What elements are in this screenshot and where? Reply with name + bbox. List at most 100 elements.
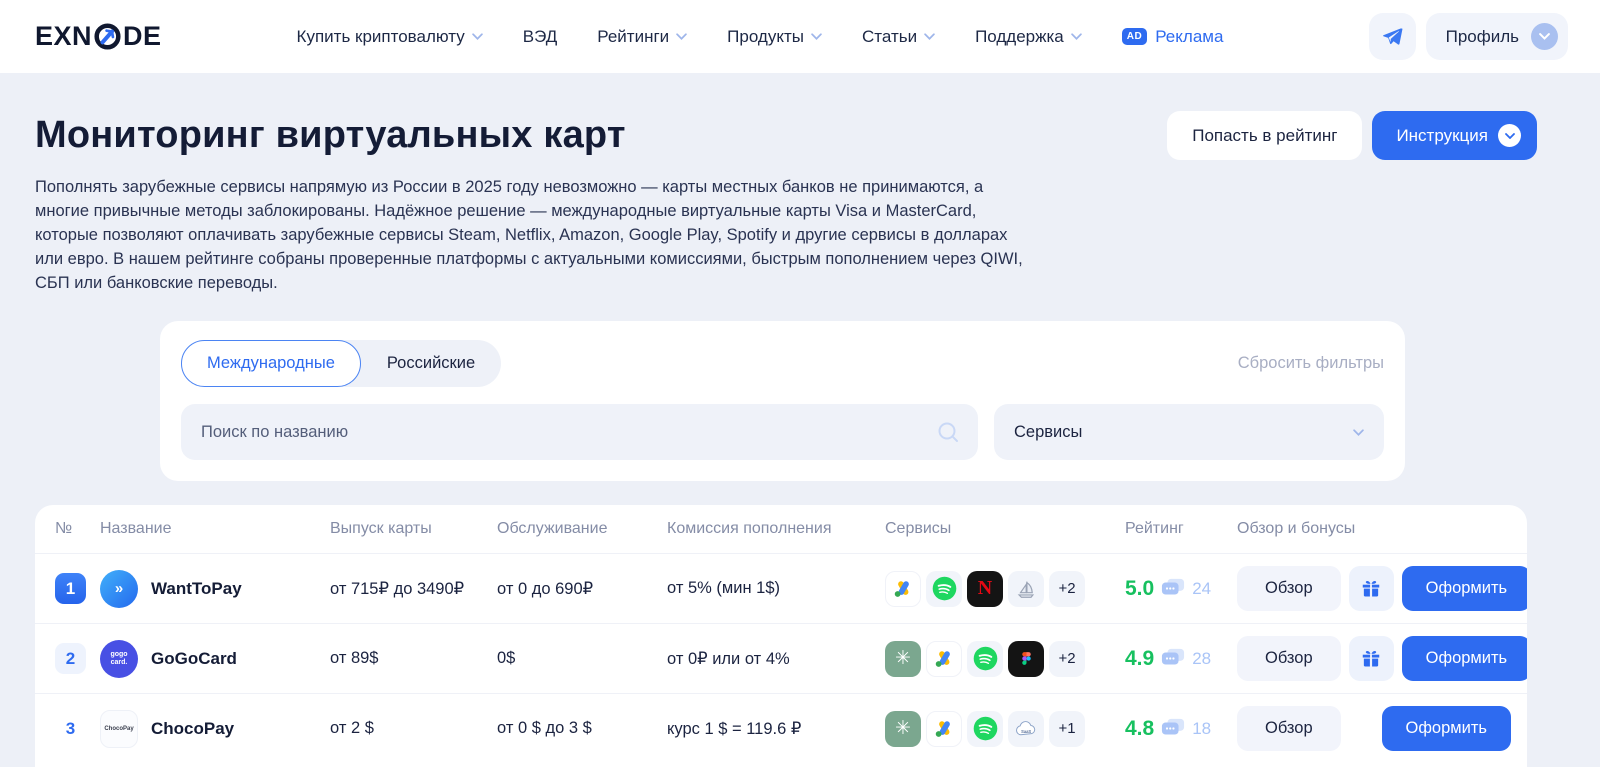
service-fee-value: от 0 до 690₽ [497,579,594,598]
platform-name: GoGoCard [151,648,237,668]
reviews-icon [1162,649,1185,665]
nav-label: Продукты [727,26,804,46]
chevron-down-circle-icon [1498,124,1521,147]
chevron-down-icon [471,33,483,40]
google-ads-icon [926,640,962,677]
col-number: № [55,520,73,537]
reviews-icon [1162,719,1185,735]
exnode-logo[interactable]: EXN DE [35,21,162,52]
svg-text:SaaS: SaaS [1021,729,1031,734]
table-header: № Название Выпуск карты Обслуживание Ком… [35,505,1527,553]
gift-icon [1362,580,1380,597]
more-services-badge[interactable]: +2 [1049,640,1085,677]
openai-icon: ✳ [885,640,921,677]
nav-label: Купить криптовалюту [296,26,465,46]
table-row: 2 gogo card. GoGoCard от 89$ 0$ от 0₽ или… [35,623,1527,693]
spotify-icon [967,640,1003,677]
platform-name-cell[interactable]: gogo card. GoGoCard [100,639,330,678]
table-row: 1 » WantToPay от 715₽ до 3490₽ от 0 до 6… [35,553,1527,623]
nav-support[interactable]: Поддержка [975,27,1082,47]
col-review-bonuses: Обзор и бонусы [1237,520,1356,537]
openai-icon: ✳ [885,710,921,747]
search-icon [938,422,958,442]
reviews-count[interactable]: 24 [1192,578,1212,598]
nav-label: Поддержка [975,26,1064,46]
figma-icon [1008,640,1044,677]
platform-name-cell[interactable]: » WantToPay [100,569,330,608]
table-row: 3 ChocoPay ChocoPay от 2 $ от 0 $ до 3 $… [35,693,1527,763]
profile-button[interactable]: Профиль [1425,13,1568,60]
logo-text-right: DE [123,21,162,51]
filters-panel: Международные Российские Сбросить фильтр… [160,321,1405,481]
col-card-issue: Выпуск карты [330,520,432,537]
telegram-button[interactable] [1368,13,1416,60]
search-input[interactable] [201,422,936,442]
rating-cell: 5.0 24 [1125,577,1237,601]
ad-badge-icon: AD [1121,28,1148,45]
chocopay-logo: ChocoPay [100,709,138,748]
saas-cloud-icon: SaaS [1008,710,1044,747]
apply-button[interactable]: Оформить [1401,636,1527,681]
reviews-count[interactable]: 28 [1192,648,1212,668]
more-services-badge[interactable]: +1 [1049,710,1085,747]
reset-filters-link[interactable]: Сбросить фильтры [1237,354,1384,372]
platform-name-cell[interactable]: ChocoPay ChocoPay [100,709,330,748]
hero-section: Мониторинг виртуальных карт Попасть в ре… [0,73,1600,295]
header: EXN DE Купить криптовалюту ВЭД Рейтинги … [0,0,1600,73]
col-rating: Рейтинг [1125,520,1184,537]
review-button[interactable]: Обзор [1237,566,1341,611]
review-button[interactable]: Обзор [1237,706,1341,751]
search-box [181,404,978,460]
topup-fee-value: от 5% (мин 1$) [667,579,780,597]
review-button[interactable]: Обзор [1237,636,1341,681]
topup-fee-value: от 0₽ или от 4% [667,649,790,668]
instruction-label: Инструкция [1396,125,1488,145]
spotify-icon [926,570,962,607]
bonus-gift-button[interactable] [1348,636,1394,681]
chevron-down-icon [1070,33,1082,40]
reviews-icon [1162,579,1185,595]
rating-value: 4.8 [1125,716,1155,740]
nav-products[interactable]: Продукты [727,27,822,47]
col-service-fee: Обслуживание [497,520,608,537]
rating-table: № Название Выпуск карты Обслуживание Ком… [35,505,1527,767]
header-right: Профиль [1368,13,1568,60]
chevron-down-icon [1353,428,1364,436]
gogocard-logo: gogo card. [100,639,138,678]
nav-label: ВЭД [522,26,558,46]
col-topup-fee: Комиссия пополнения [667,520,832,537]
rating-cell: 4.9 28 [1125,647,1237,671]
hero-buttons: Попасть в рейтинг Инструкция [1167,111,1537,160]
nav-buy-crypto[interactable]: Купить криптовалюту [297,27,483,47]
more-services-badge[interactable]: +2 [1049,570,1085,607]
services-dropdown[interactable]: Сервисы [994,404,1384,460]
rating-value: 4.9 [1125,646,1155,670]
page-description: Пополнять зарубежные сервисы напрямую из… [35,178,1023,292]
nav-articles[interactable]: Статьи [862,27,935,47]
nav-label: Статьи [861,26,918,46]
reviews-count[interactable]: 18 [1192,718,1212,738]
logo-text-left: EXN [35,21,93,51]
rank-badge: 3 [65,718,76,738]
instruction-button[interactable]: Инструкция [1372,111,1537,160]
card-issue-value: от 2 $ [330,719,374,737]
chevron-down-icon [924,33,935,40]
nav-advertising[interactable]: AD Реклама [1121,27,1223,47]
row-actions: Обзор Оформить [1237,706,1511,751]
join-rating-button[interactable]: Попасть в рейтинг [1167,111,1363,160]
tab-international[interactable]: Международные [181,340,361,387]
topup-fee-value: курс 1 $ = 119.6 ₽ [667,719,802,738]
apply-button[interactable]: Оформить [1401,566,1527,611]
services-list: N +2 [885,570,1125,607]
google-ads-icon [926,710,962,747]
gift-icon [1362,650,1380,667]
card-issue-value: от 89$ [330,649,379,667]
nav-ved[interactable]: ВЭД [523,27,558,47]
tab-russian[interactable]: Российские [386,354,476,372]
netflix-icon: N [967,570,1003,607]
apply-button[interactable]: Оформить [1381,706,1511,751]
page-title: Мониторинг виртуальных карт [35,114,626,156]
spotify-icon [967,710,1003,747]
bonus-gift-button[interactable] [1348,566,1394,611]
nav-ratings[interactable]: Рейтинги [597,27,687,47]
